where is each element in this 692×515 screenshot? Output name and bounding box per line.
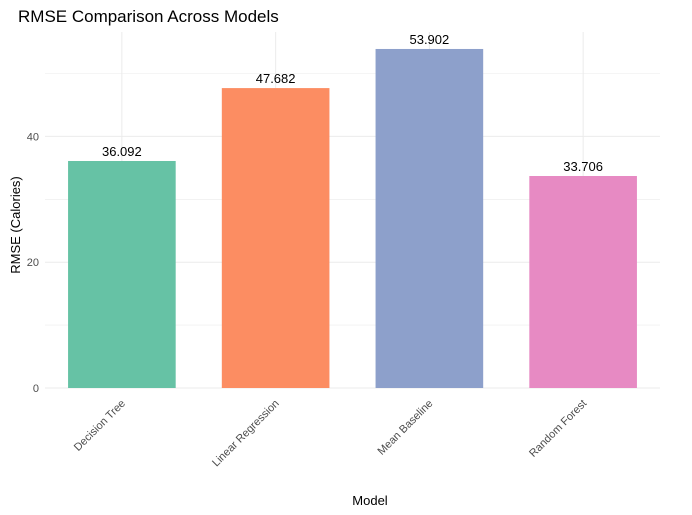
- bars: [68, 48, 637, 388]
- x-tick-label: Decision Tree: [72, 398, 128, 454]
- y-tick-label: 40: [27, 131, 39, 143]
- data-label: 47.682: [256, 71, 296, 86]
- x-tick-label: Random Forest: [527, 398, 589, 460]
- bar: [375, 48, 484, 388]
- y-tick-label: 0: [33, 383, 39, 395]
- data-label: 36.092: [102, 144, 142, 159]
- y-tick-label: 20: [27, 257, 39, 269]
- bar: [221, 88, 330, 388]
- bar: [529, 175, 637, 388]
- data-labels: 36.092 47.682 53.902 33.706: [102, 32, 603, 174]
- x-tick-label: Linear Regression: [210, 398, 282, 470]
- y-axis-ticks: 0 20 40: [27, 131, 39, 395]
- chart-title: RMSE Comparison Across Models: [18, 7, 279, 26]
- y-axis-title: RMSE (Calories): [8, 176, 23, 274]
- x-axis-title: Model: [352, 493, 388, 508]
- bar: [68, 160, 176, 388]
- x-tick-label: Mean Baseline: [376, 398, 436, 458]
- data-label: 33.706: [563, 159, 603, 174]
- data-label: 53.902: [409, 32, 449, 47]
- x-axis-ticks: Decision Tree Linear Regression Mean Basel…: [72, 398, 589, 470]
